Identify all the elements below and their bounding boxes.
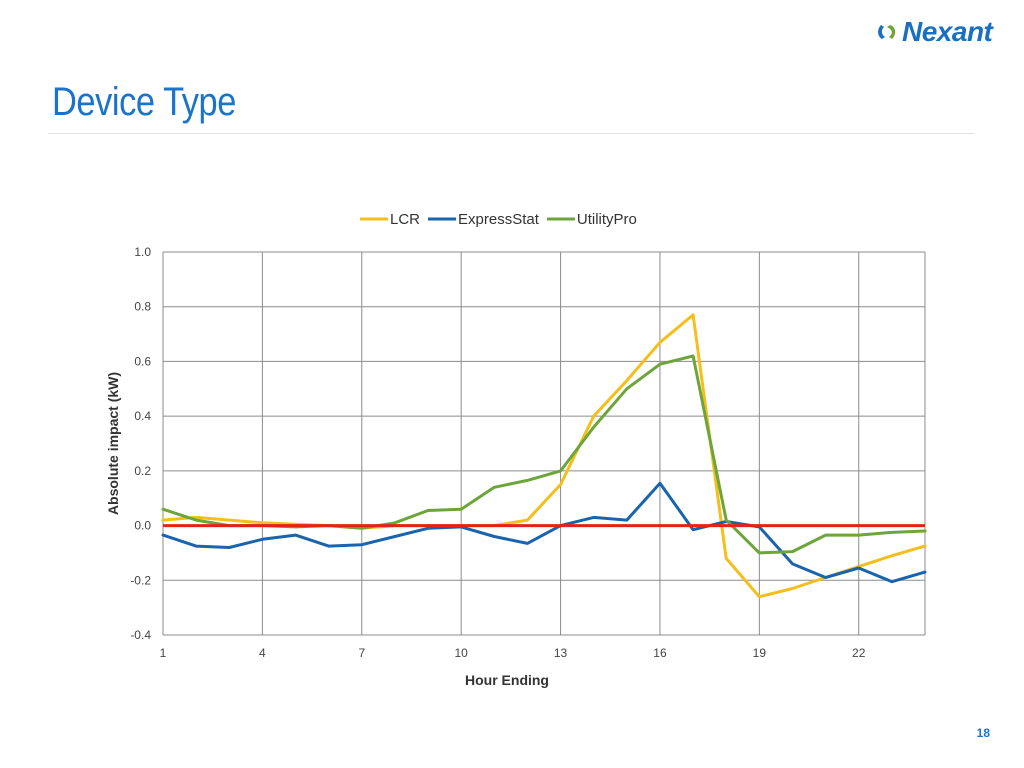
chart-legend: LCR ExpressStat UtilityPro (360, 211, 637, 228)
x-tick-label: 16 (653, 646, 667, 660)
y-tick-label: 0.8 (134, 300, 151, 314)
y-tick-label: 0.4 (134, 409, 151, 423)
x-axis-title: Hour Ending (465, 672, 549, 688)
x-tick-label: 19 (753, 646, 767, 660)
x-tick-label: 10 (454, 646, 468, 660)
legend-label-utilitypro: UtilityPro (577, 211, 637, 228)
y-tick-label: 0.6 (134, 354, 151, 368)
logo-wordmark: Nexant (902, 16, 993, 47)
legend-label-lcr: LCR (390, 211, 420, 228)
x-tick-label: 1 (160, 646, 167, 660)
x-tick-label: 22 (852, 646, 866, 660)
nexant-logo: Nexant (876, 16, 993, 47)
x-tick-label: 4 (259, 646, 266, 660)
legend-label-expressstat: ExpressStat (458, 211, 540, 228)
nexant-swirl-icon (878, 25, 896, 39)
y-tick-label: 1.0 (134, 245, 151, 259)
x-tick-label: 7 (358, 646, 365, 660)
series-line-lcr (161, 313, 927, 599)
x-tick-label: 13 (554, 646, 568, 660)
y-axis-title: Absolute impact (kW) (105, 372, 121, 515)
series-line-expressstat (161, 481, 927, 584)
chart-grid (162, 251, 926, 636)
y-tick-label: 0.0 (134, 519, 151, 533)
title-divider (48, 133, 974, 134)
page-number: 18 (976, 726, 990, 740)
chart-ticks: -0.4 -0.2 0.0 0.2 0.4 0.6 0.8 1.0 1 4 7 10 13 16 19 22 (130, 245, 865, 660)
y-tick-label: 0.2 (134, 464, 151, 478)
y-tick-label: -0.2 (130, 573, 151, 587)
chart-series (161, 313, 927, 599)
y-tick-label: -0.4 (130, 628, 151, 642)
page-title: Device Type (52, 80, 236, 124)
